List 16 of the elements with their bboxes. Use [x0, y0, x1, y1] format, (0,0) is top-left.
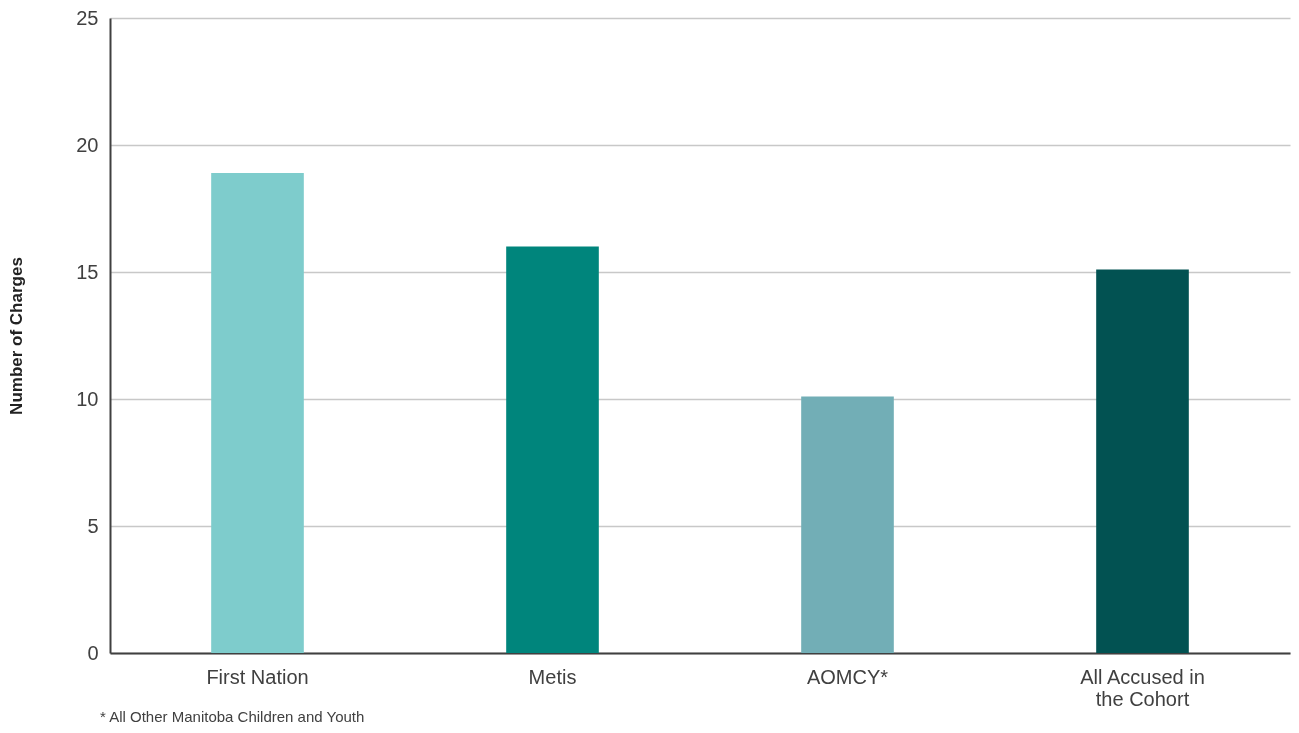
x-tick-label: Metis	[528, 665, 577, 688]
text: * All Other Manitoba Children and Youth	[100, 708, 365, 725]
bar	[506, 246, 599, 653]
y-tick-label: 25	[76, 6, 99, 29]
y-tick-label: 10	[76, 387, 99, 410]
y-tick-label: 20	[76, 133, 99, 156]
bar	[1096, 269, 1189, 653]
y-tick-label: 15	[76, 260, 99, 283]
y-tick-label: 0	[87, 641, 99, 664]
bar	[211, 172, 304, 653]
y-tick-label: 5	[87, 514, 99, 537]
x-tick-label: First Nation	[206, 665, 309, 688]
x-tick-label: AOMCY*	[806, 665, 889, 688]
bar	[801, 396, 894, 653]
y-axis-title: Number of Charges	[7, 257, 27, 415]
x-tick-label: All Accused in the Cohort	[1080, 665, 1205, 710]
